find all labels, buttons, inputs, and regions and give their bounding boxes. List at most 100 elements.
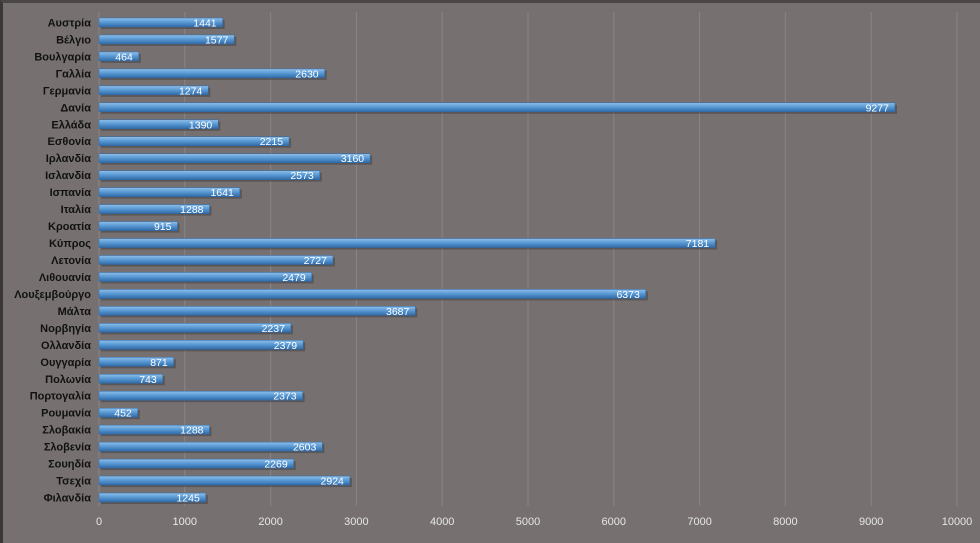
category-label: Λουξεμβούργο: [14, 289, 91, 301]
category-label: Γαλλία: [56, 68, 92, 80]
data-label: 2630: [295, 68, 319, 80]
bar-19: [98, 323, 292, 333]
data-label: 2727: [304, 255, 328, 267]
category-label: Σλοβενία: [44, 442, 91, 454]
category-label: Πορτογαλία: [30, 391, 92, 403]
bar-3: [98, 51, 140, 62]
category-label: Βουλγαρία: [34, 51, 91, 63]
category-label: Αυστρία: [48, 17, 92, 29]
x-tick-label: 10000: [942, 516, 973, 528]
category-label: Νορβηγία: [40, 323, 91, 335]
bar-16: [98, 272, 312, 282]
bar-23: [98, 390, 303, 401]
bar-9: [98, 153, 371, 163]
x-tick-label: 0: [96, 516, 102, 528]
data-label: 871: [150, 357, 168, 369]
data-label: 2603: [293, 442, 317, 454]
x-tick-label: 8000: [773, 516, 797, 528]
category-label: Λιθουανία: [39, 272, 91, 284]
bars: 1441 1577 464 2630 1274 9277 1390 2215 3160 2573 1…: [98, 17, 897, 505]
data-label: 1288: [180, 425, 204, 437]
data-label: 1577: [205, 34, 229, 46]
data-label: 2215: [260, 136, 284, 148]
bar-4: [98, 68, 325, 79]
data-label: 1641: [210, 187, 234, 199]
x-axis-tick-labels: 0 1000 2000 3000 4000 5000 6000 7000 8000 9000 100…: [96, 516, 972, 528]
data-label: 2379: [274, 340, 298, 352]
x-tick-label: 4000: [430, 516, 454, 528]
bar-22: [98, 374, 163, 384]
data-label: 1245: [176, 493, 200, 505]
bar-18: [98, 306, 416, 316]
category-labels: Αυστρία Βέλγιο Βουλγαρία Γαλλία Γερμανία Δανί…: [14, 17, 91, 504]
bar-5: [98, 85, 209, 96]
data-label: 1288: [180, 204, 204, 216]
category-label: Τσεχία: [56, 476, 91, 488]
bar-12: [98, 204, 210, 214]
data-label: 452: [114, 408, 132, 420]
data-label: 2237: [262, 323, 286, 335]
bar-chart: 1441 1577 464 2630 1274 9277 1390 2215 3160 2573 1…: [14, 12, 972, 528]
data-label: 3160: [341, 153, 365, 165]
bar-15: [98, 255, 334, 265]
data-label: 915: [154, 221, 172, 233]
bar-11: [98, 187, 241, 197]
bar-20: [98, 340, 304, 350]
x-tick-label: 1000: [173, 516, 197, 528]
bar-29: [98, 492, 207, 503]
data-label: 1390: [189, 119, 213, 131]
category-label: Εσθονία: [48, 136, 92, 148]
bar-25: [98, 424, 210, 435]
data-label: 6373: [616, 289, 640, 301]
data-label: 2269: [264, 459, 288, 471]
data-label: 1441: [193, 17, 217, 29]
data-label: 1274: [179, 85, 203, 97]
category-label: Σουηδία: [48, 459, 91, 471]
data-label: 2924: [321, 476, 345, 488]
category-label: Κύπρος: [49, 238, 91, 250]
bar-28: [98, 475, 351, 486]
x-tick-label: 6000: [602, 516, 626, 528]
data-label: 7181: [686, 238, 710, 250]
category-label: Φιλανδία: [44, 493, 92, 505]
x-tick-label: 2000: [258, 516, 282, 528]
bar-14: [98, 238, 716, 248]
bar-2: [98, 34, 235, 45]
bar-6: [98, 102, 896, 113]
bar-7: [98, 119, 219, 130]
data-label: 464: [115, 51, 133, 63]
bar-21: [98, 357, 174, 367]
x-tick-label: 3000: [344, 516, 368, 528]
bar-10: [98, 170, 321, 180]
bar-13: [98, 221, 178, 231]
category-label: Ολλανδία: [41, 340, 91, 352]
bar-27: [98, 458, 294, 469]
category-label: Ιταλία: [61, 204, 92, 216]
x-tick-label: 9000: [859, 516, 883, 528]
bar-17: [98, 289, 647, 299]
category-label: Ιρλανδία: [46, 153, 91, 165]
category-label: Πολωνία: [45, 374, 91, 386]
x-tick-label: 5000: [516, 516, 540, 528]
bar-8: [98, 136, 290, 146]
category-label: Κροατία: [48, 221, 91, 233]
data-label: 2573: [290, 170, 314, 182]
category-label: Βέλγιο: [56, 34, 91, 46]
bar-1: [98, 17, 223, 28]
bar-26: [98, 441, 323, 452]
data-label: 9277: [866, 102, 890, 114]
category-label: Δανία: [60, 102, 91, 114]
category-label: Ρουμανία: [41, 408, 91, 420]
category-label: Γερμανία: [43, 85, 91, 97]
bar-24: [98, 407, 139, 418]
category-label: Ουγγαρία: [40, 357, 91, 369]
category-label: Σλοβακία: [42, 425, 91, 437]
data-label: 2373: [273, 391, 297, 403]
category-label: Ισλανδία: [45, 170, 91, 182]
category-label: Ελλάδα: [51, 119, 91, 131]
data-label: 743: [139, 374, 157, 386]
category-label: Ισπανία: [50, 187, 92, 199]
data-label: 3687: [386, 306, 410, 318]
category-label: Μάλτα: [58, 306, 92, 318]
